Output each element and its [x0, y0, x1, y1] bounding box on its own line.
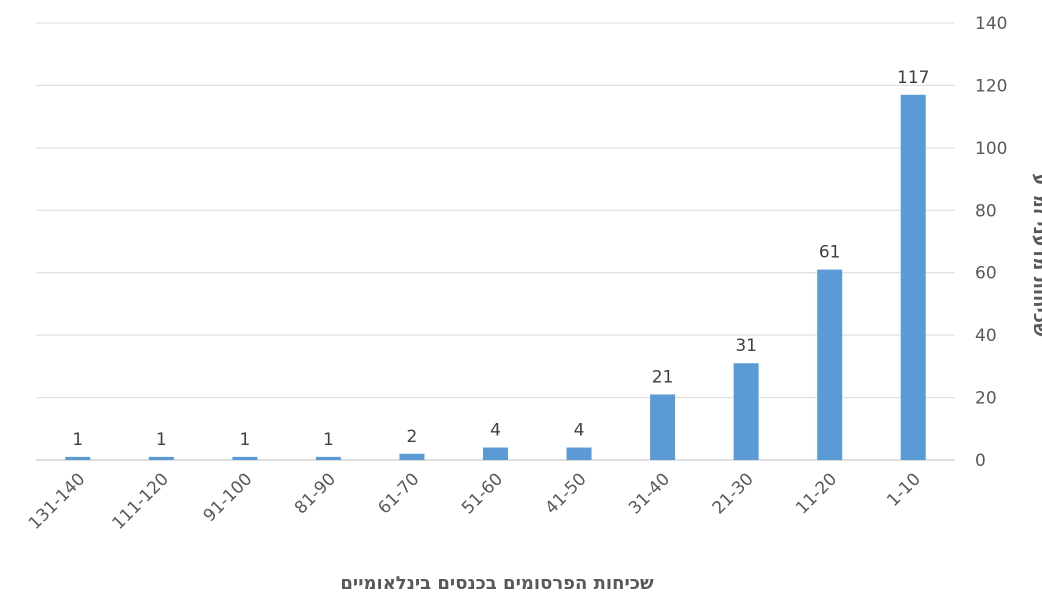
- x-tick-label: 81-90: [291, 469, 340, 518]
- x-tick-label: 21-30: [709, 469, 758, 518]
- y-tick-label: 120: [975, 76, 1007, 96]
- bar: [900, 94, 926, 461]
- y-tick-label: 80: [975, 201, 997, 221]
- data-labels: 1 1 1 1 2 4 4 21 31 61 117: [72, 68, 929, 450]
- bar: [65, 456, 91, 460]
- data-label: 21: [652, 367, 674, 387]
- x-tick-label: 31-40: [625, 469, 674, 518]
- bar: [817, 269, 843, 460]
- x-tick-label: 41-50: [542, 469, 591, 518]
- data-label: 1: [72, 430, 83, 450]
- data-label: 2: [407, 427, 418, 447]
- x-tick-label: 61-70: [374, 469, 423, 518]
- x-tick-label: 91-100: [200, 469, 257, 526]
- bar: [399, 453, 425, 460]
- x-axis-ticks: 131-140 111-120 91-100 81-90 61-70 51-60 41-50…: [25, 469, 925, 533]
- gridlines: [36, 22, 955, 461]
- data-label: 1: [239, 430, 250, 450]
- y-tick-label: 100: [975, 139, 1007, 159]
- x-tick-label: 111-120: [108, 469, 172, 533]
- x-axis-title: שכיחות הפרסומים בכנסים בינלאומיים: [340, 573, 654, 592]
- x-tick-label: 11-20: [792, 469, 841, 518]
- y-tick-label: 20: [975, 389, 997, 409]
- y-axis-title: שכיחות מדעני זמ"ע: [1029, 173, 1042, 337]
- x-tick-label: 1-10: [883, 469, 924, 510]
- y-tick-label: 0: [975, 451, 986, 471]
- data-label: 31: [735, 336, 757, 356]
- y-axis-ticks: 0 20 40 60 80 100 120 140: [975, 14, 1007, 471]
- data-label: 4: [574, 421, 585, 441]
- y-tick-label: 140: [975, 14, 1007, 34]
- bar: [315, 456, 341, 460]
- data-label: 4: [490, 421, 501, 441]
- y-tick-label: 40: [975, 326, 997, 346]
- bar: [650, 394, 676, 460]
- x-tick-label: 51-60: [458, 469, 507, 518]
- data-label: 117: [897, 68, 929, 88]
- x-tick-label: 131-140: [25, 469, 89, 533]
- bar: [232, 456, 258, 460]
- bar: [566, 447, 592, 460]
- data-label: 61: [819, 243, 841, 263]
- bar: [483, 447, 508, 460]
- bar: [148, 456, 174, 460]
- bars: [65, 94, 926, 461]
- data-label: 1: [156, 430, 167, 450]
- data-label: 1: [323, 430, 334, 450]
- y-tick-label: 60: [975, 264, 997, 284]
- bar: [733, 363, 759, 460]
